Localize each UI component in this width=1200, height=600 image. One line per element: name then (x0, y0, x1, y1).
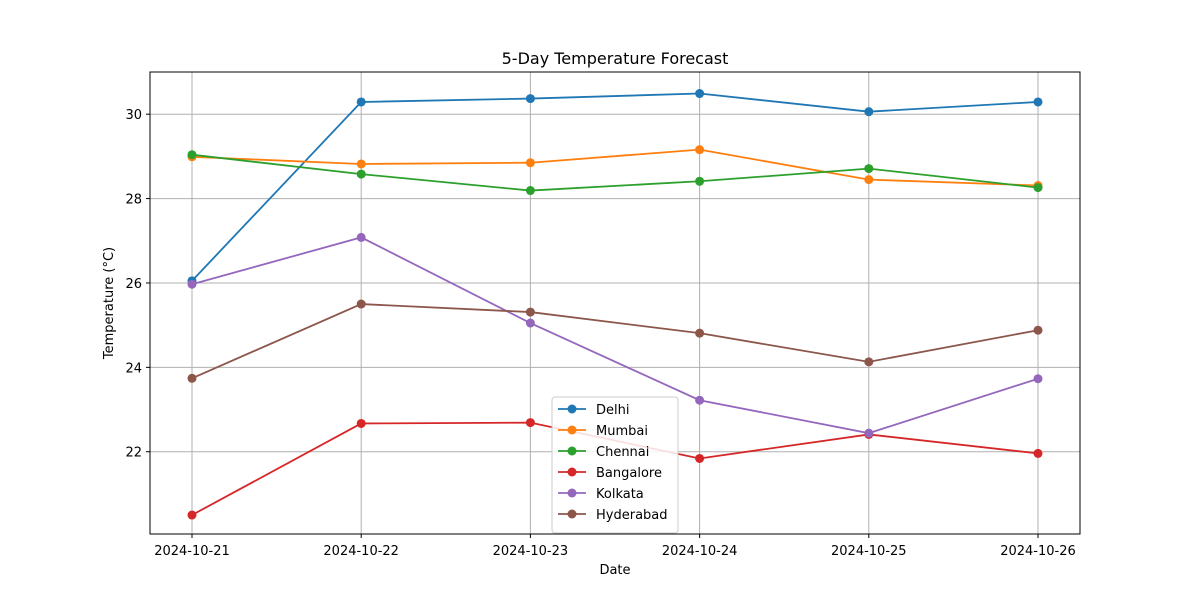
data-point (525, 186, 535, 196)
legend-label: Kolkata (596, 487, 644, 502)
data-point (356, 418, 366, 428)
x-tick-label: 2024-10-25 (831, 544, 907, 559)
legend: Delhi Mumbai Chennai Bangalore Kolkata Hydera… (551, 396, 679, 534)
data-point (695, 145, 705, 155)
data-point (356, 299, 366, 309)
legend-label: Delhi (596, 403, 629, 418)
data-point (864, 107, 874, 117)
series-hyderabad (187, 299, 1043, 383)
data-point (1033, 97, 1043, 107)
grid (150, 72, 1080, 534)
legend-box (551, 396, 679, 534)
legend-marker (567, 404, 577, 414)
data-point (525, 158, 535, 168)
chart-title: 5-Day Temperature Forecast (502, 49, 729, 68)
data-point (525, 418, 535, 428)
data-point (1033, 183, 1043, 193)
x-axis-label: Date (599, 563, 630, 578)
data-point (1033, 448, 1043, 458)
legend-marker (567, 446, 577, 456)
data-point (695, 395, 705, 405)
x-tick-label: 2024-10-24 (662, 544, 738, 559)
y-tick-label: 24 (125, 361, 142, 376)
x-tick-label: 2024-10-23 (493, 544, 569, 559)
y-tick-label: 26 (125, 277, 142, 292)
legend-label: Bangalore (596, 466, 662, 481)
data-point (356, 97, 366, 107)
y-tick-label: 28 (125, 193, 142, 208)
x-axis: 2024-10-21 2024-10-22 2024-10-23 2024-10-24… (154, 534, 1076, 559)
data-point (864, 428, 874, 438)
legend-item-bangalore: Bangalore (558, 466, 662, 481)
data-point (695, 453, 705, 463)
data-point (525, 307, 535, 317)
series-line (191, 303, 1039, 380)
data-point (1033, 325, 1043, 335)
series-chennai (187, 150, 1043, 196)
data-point (187, 373, 197, 383)
x-tick-label: 2024-10-26 (1000, 544, 1076, 559)
series-kolkata (187, 232, 1043, 438)
data-point (525, 318, 535, 328)
legend-label: Chennai (596, 445, 649, 460)
series-line (191, 148, 1039, 187)
data-point (864, 164, 874, 174)
legend-marker (567, 467, 577, 477)
x-tick-label: 2024-10-22 (323, 544, 399, 559)
y-tick-label: 22 (125, 446, 142, 461)
data-point (187, 150, 197, 160)
legend-item-mumbai: Mumbai (558, 424, 648, 439)
data-point (695, 176, 705, 186)
legend-item-kolkata: Kolkata (558, 487, 644, 502)
x-tick-label: 2024-10-21 (154, 544, 230, 559)
data-point (187, 510, 197, 520)
data-point (525, 94, 535, 104)
data-point (695, 328, 705, 338)
legend-marker (567, 509, 577, 519)
plot-area-frame (149, 71, 1081, 535)
data-point (695, 89, 705, 99)
legend-item-hyderabad: Hyderabad (558, 508, 668, 523)
data-point (864, 357, 874, 367)
data-point (356, 159, 366, 169)
y-tick-label: 30 (125, 108, 142, 123)
y-axis-label: Temperature (°C) (102, 247, 117, 360)
legend-label: Mumbai (596, 424, 648, 439)
data-point (356, 232, 366, 242)
data-point (187, 279, 197, 289)
data-point (356, 169, 366, 179)
legend-item-delhi: Delhi (558, 403, 629, 418)
legend-label: Hyderabad (596, 508, 668, 523)
legend-marker (567, 488, 577, 498)
data-point (864, 175, 874, 185)
data-point (1033, 374, 1043, 384)
series-line (191, 236, 1039, 435)
y-axis: 22 24 26 28 30 (125, 108, 150, 461)
legend-marker (567, 425, 577, 435)
series-line (191, 153, 1039, 192)
series-line (191, 92, 1039, 282)
legend-item-chennai: Chennai (558, 445, 649, 460)
